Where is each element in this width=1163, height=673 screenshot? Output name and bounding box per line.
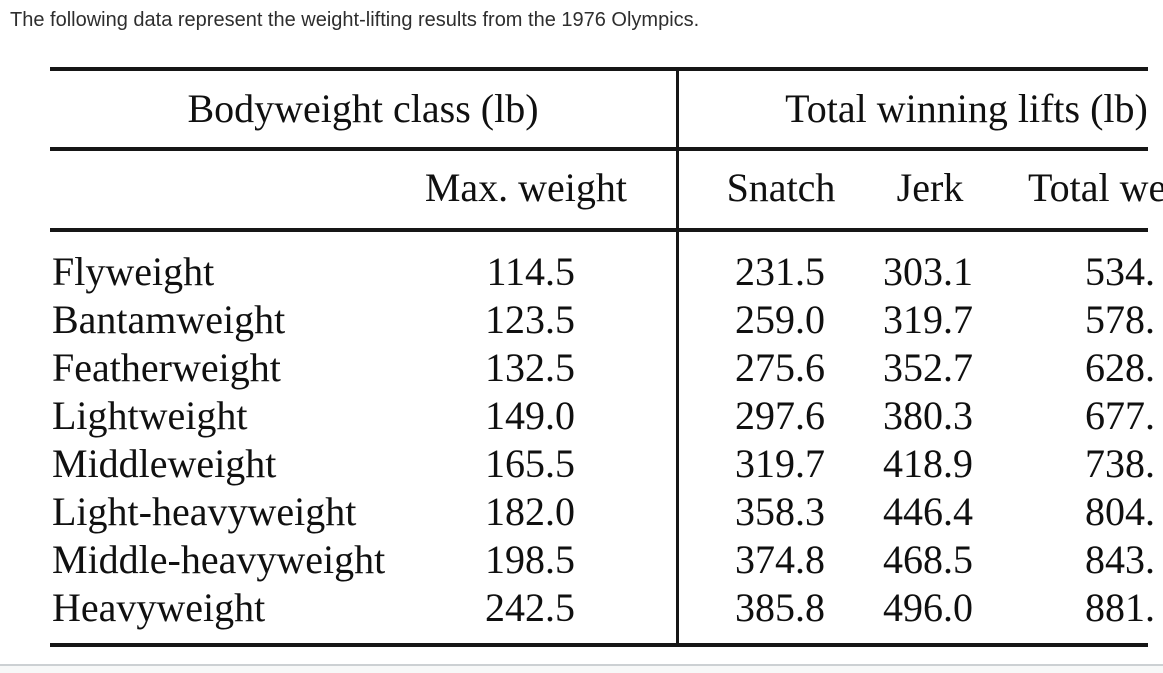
table-row: Bantamweight 123.5 259.0 319.7 578.: [0, 296, 1163, 344]
table-row: Middle-heavyweight 198.5 374.8 468.5 843…: [0, 536, 1163, 584]
cell-max-weight: 132.5: [485, 345, 575, 390]
cell-snatch: 385.8: [735, 585, 825, 630]
table-row: Flyweight 114.5 231.5 303.1 534.: [0, 248, 1163, 296]
table-row: Light-heavyweight 182.0 358.3 446.4 804.: [0, 488, 1163, 536]
cell-snatch: 259.0: [735, 297, 825, 342]
cell-snatch: 358.3: [735, 489, 825, 534]
cell-bodyweight-class: Lightweight: [52, 393, 248, 438]
cell-max-weight: 182.0: [485, 489, 575, 534]
cell-jerk: 496.0: [883, 585, 973, 630]
cell-jerk: 446.4: [883, 489, 973, 534]
subheader-jerk: Jerk: [896, 165, 964, 210]
bottom-divider-line: [0, 664, 1163, 666]
cell-jerk: 468.5: [883, 537, 973, 582]
cell-total-weight: 628.: [1085, 345, 1155, 390]
cell-jerk: 303.1: [883, 249, 973, 294]
cell-jerk: 319.7: [883, 297, 973, 342]
table-rule-top: [50, 67, 1148, 71]
group-header-total-lifts: Total winning lifts (lb): [785, 86, 1148, 131]
cell-total-weight: 738.: [1085, 441, 1155, 486]
cell-bodyweight-class: Bantamweight: [52, 297, 286, 342]
cell-total-weight: 534.: [1085, 249, 1155, 294]
cell-bodyweight-class: Light-heavyweight: [52, 489, 357, 534]
group-header-bodyweight: Bodyweight class (lb): [187, 86, 539, 131]
cell-snatch: 231.5: [735, 249, 825, 294]
cell-max-weight: 165.5: [485, 441, 575, 486]
cell-jerk: 418.9: [883, 441, 973, 486]
cell-max-weight: 149.0: [485, 393, 575, 438]
cell-max-weight: 242.5: [485, 585, 575, 630]
cell-max-weight: 198.5: [485, 537, 575, 582]
cell-bodyweight-class: Middleweight: [52, 441, 277, 486]
subheader-snatch: Snatch: [726, 165, 836, 210]
below-divider-area: [0, 666, 1163, 673]
table-rule-bottom: [50, 643, 1148, 647]
cell-max-weight: 114.5: [486, 249, 575, 294]
cell-snatch: 319.7: [735, 441, 825, 486]
cell-snatch: 297.6: [735, 393, 825, 438]
cell-total-weight: 843.: [1085, 537, 1155, 582]
table-row: Middleweight 165.5 319.7 418.9 738.: [0, 440, 1163, 488]
table-rule-below-sub-headers: [50, 228, 1148, 232]
table-row: Heavyweight 242.5 385.8 496.0 881.: [0, 584, 1163, 632]
cell-jerk: 352.7: [883, 345, 973, 390]
table-row: Lightweight 149.0 297.6 380.3 677.: [0, 392, 1163, 440]
cell-total-weight: 804.: [1085, 489, 1155, 534]
table-row: Featherweight 132.5 275.6 352.7 628.: [0, 344, 1163, 392]
cell-snatch: 374.8: [735, 537, 825, 582]
intro-text: The following data represent the weight-…: [10, 9, 700, 31]
cell-total-weight: 881.: [1085, 585, 1155, 630]
cell-bodyweight-class: Featherweight: [52, 345, 281, 390]
cell-total-weight: 677.: [1085, 393, 1155, 438]
cell-snatch: 275.6: [735, 345, 825, 390]
cell-max-weight: 123.5: [485, 297, 575, 342]
cell-jerk: 380.3: [883, 393, 973, 438]
subheader-total-weight: Total we: [1028, 165, 1163, 210]
cell-bodyweight-class: Flyweight: [52, 249, 215, 294]
cell-bodyweight-class: Middle-heavyweight: [52, 537, 386, 582]
cell-bodyweight-class: Heavyweight: [52, 585, 266, 630]
cell-total-weight: 578.: [1085, 297, 1155, 342]
subheader-max-weight: Max. weight: [424, 165, 627, 210]
column-divider: [676, 67, 679, 647]
table-rule-below-group-headers: [50, 147, 1148, 151]
